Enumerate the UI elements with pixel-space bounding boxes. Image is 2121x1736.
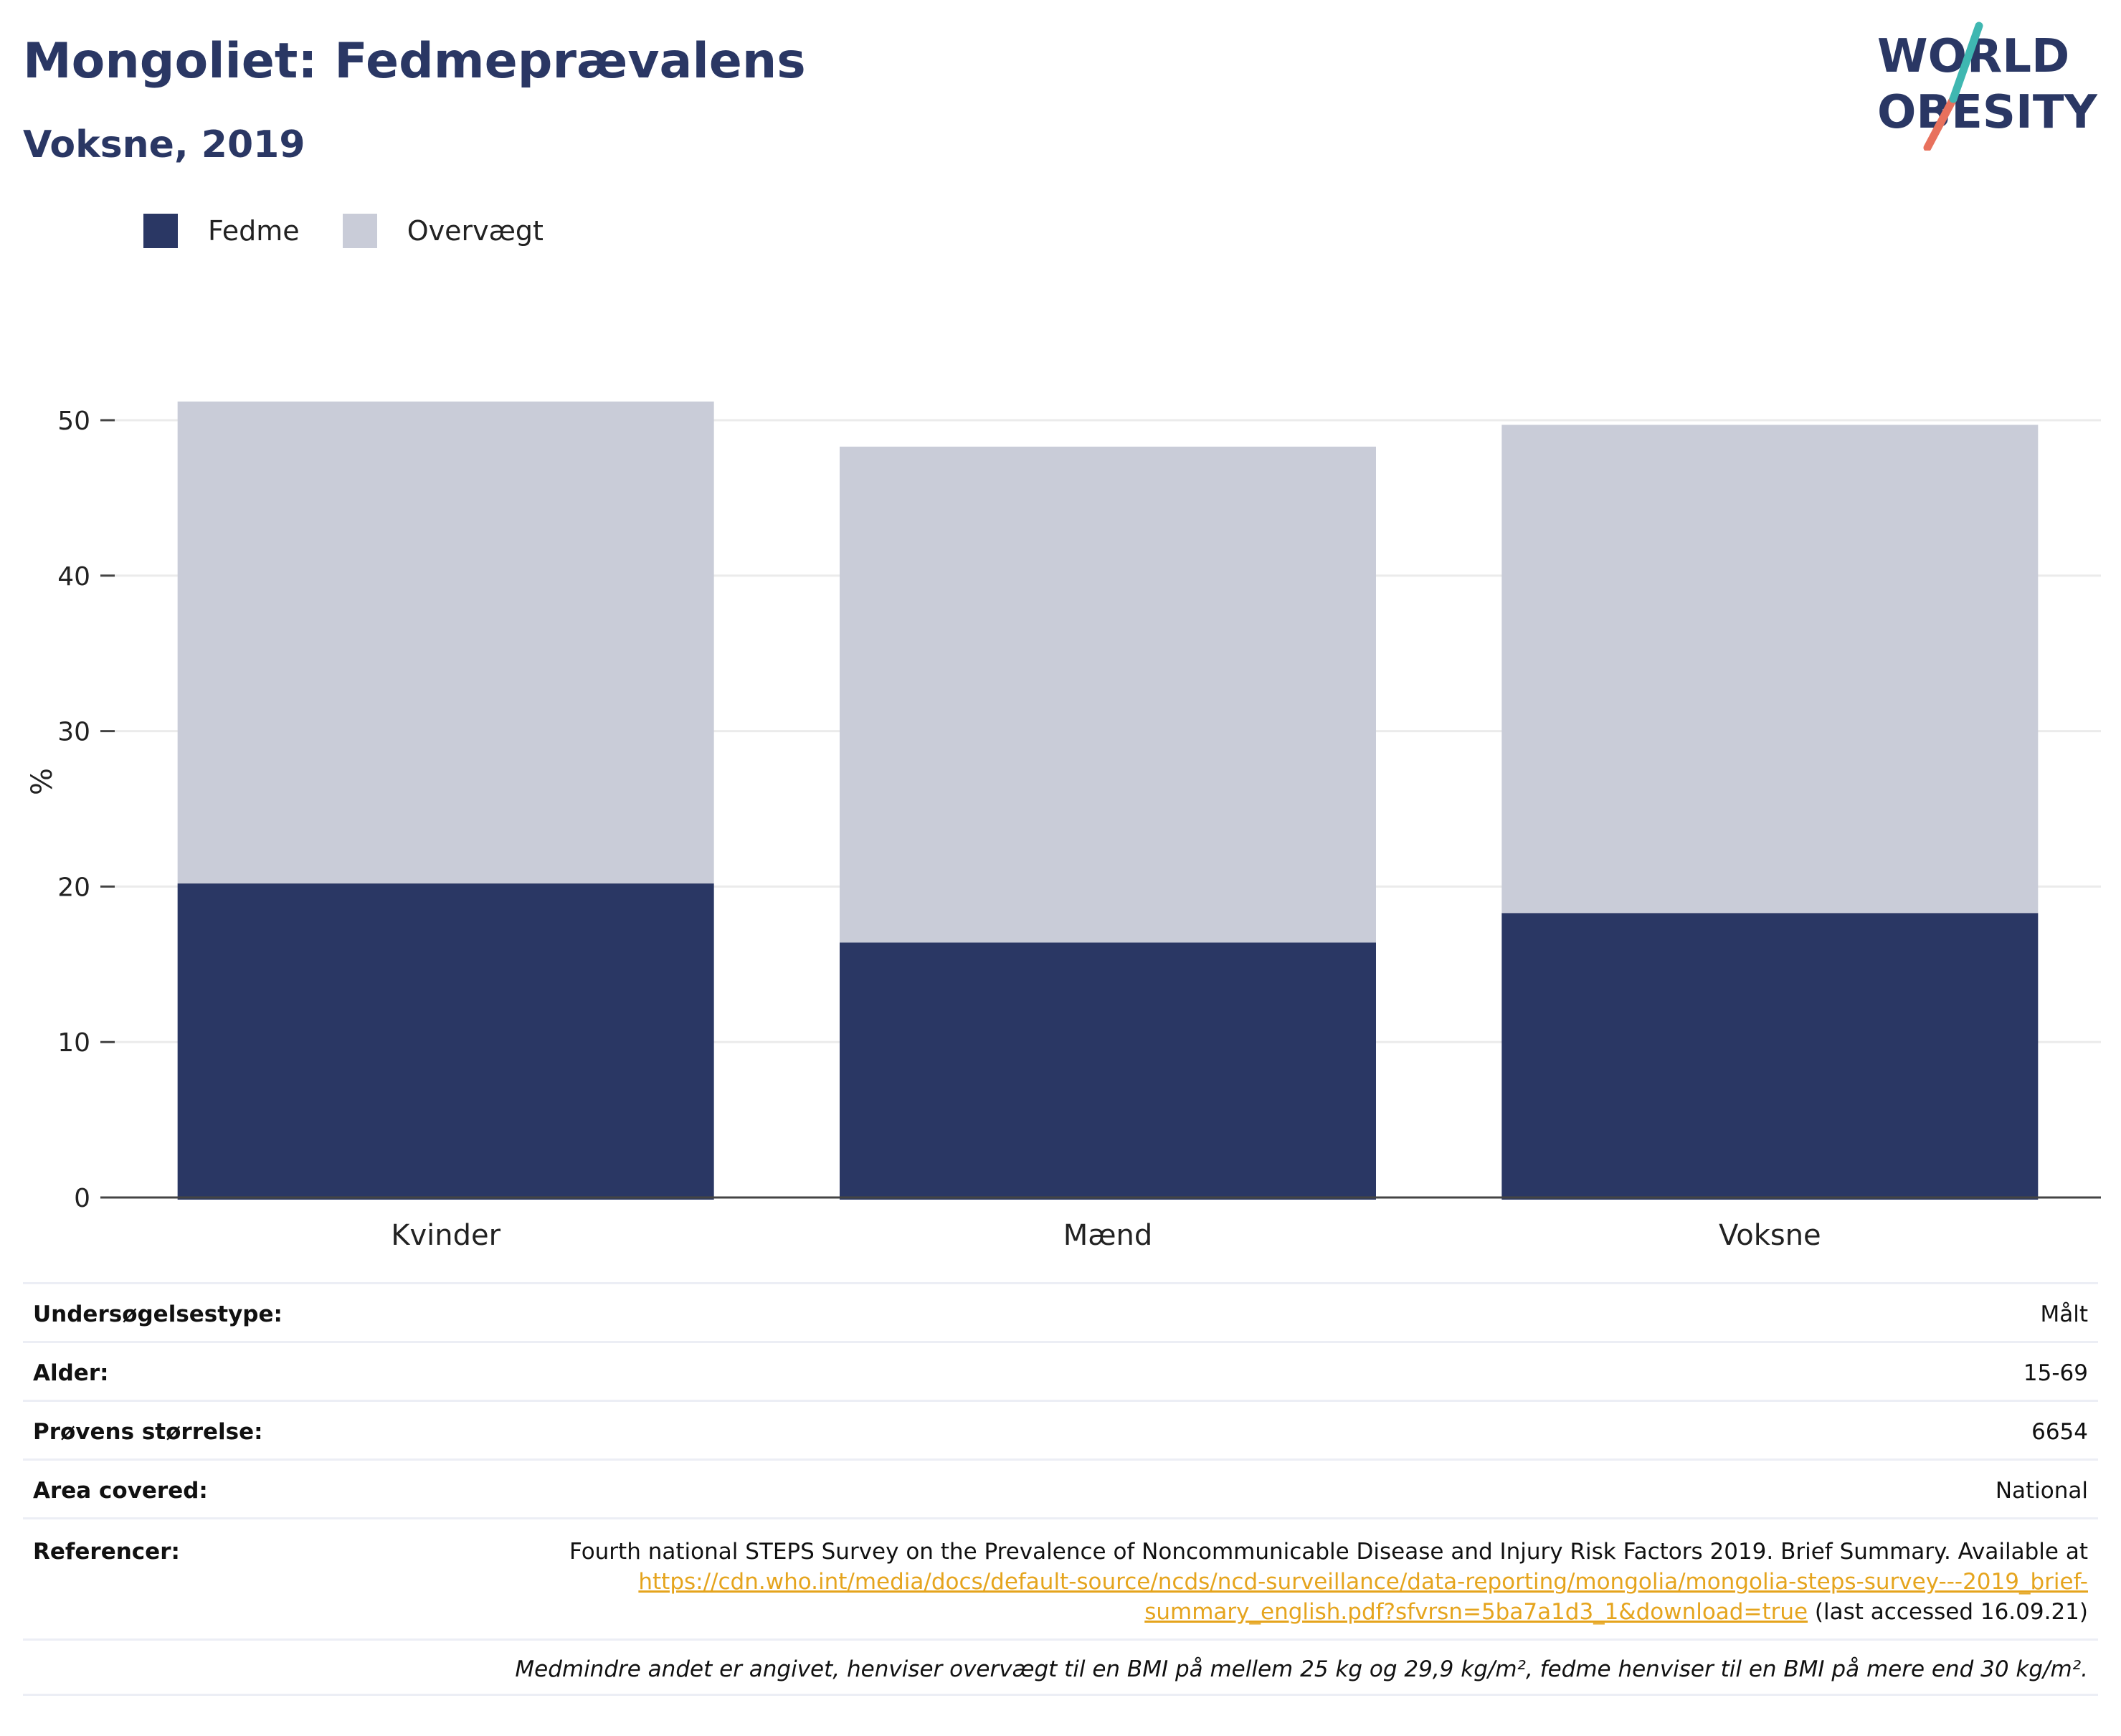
legend-label-fedme: Fedme — [208, 215, 300, 247]
bar-fedme-mænd[interactable] — [840, 942, 1376, 1200]
bar-overvaegt-kvinder[interactable] — [177, 401, 714, 884]
detail-row-sample-size: Prøvens størrelse: 6654 — [23, 1400, 2098, 1460]
y-tick-label: 0 — [74, 1184, 90, 1213]
logo-line2: OBESITY — [1877, 86, 2097, 139]
detail-row-references: Referencer: Fourth national STEPS Survey… — [23, 1517, 2098, 1640]
detail-key: Referencer: — [23, 1517, 445, 1640]
legend-item-fedme[interactable]: Fedme — [143, 214, 300, 248]
reference-text-before: Fourth national STEPS Survey on the Prev… — [569, 1539, 2088, 1565]
reference-text: Fourth national STEPS Survey on the Prev… — [445, 1517, 2098, 1640]
detail-key: Undersøgelsestype: — [23, 1282, 445, 1342]
x-category-labels: Kvinder Mænd Voksne — [391, 1219, 1821, 1252]
chart-legend: Fedme Overvægt — [143, 214, 587, 248]
logo-slash-teal — [1949, 22, 1983, 103]
legend-swatch-fedme — [143, 214, 178, 248]
detail-row-area: Area covered: National — [23, 1458, 2098, 1519]
reference-link[interactable]: https://cdn.who.int/media/docs/default-s… — [638, 1569, 2088, 1625]
legend-label-overvaegt: Overvægt — [407, 215, 544, 247]
bar-overvaegt-voksne[interactable] — [1501, 424, 2039, 914]
y-tick-label: 10 — [57, 1028, 90, 1058]
legend-swatch-overvaegt — [342, 214, 377, 248]
detail-key: Alder: — [23, 1341, 445, 1401]
footnote-row: Medmindre andet er angivet, henviser ove… — [23, 1638, 2098, 1696]
detail-value: 15-69 — [445, 1341, 2098, 1401]
detail-value: Målt — [445, 1282, 2098, 1342]
y-tick-label: 40 — [57, 562, 90, 592]
detail-key: Area covered: — [23, 1458, 445, 1519]
x-category-label: Voksne — [1719, 1219, 1821, 1252]
detail-value: National — [445, 1458, 2098, 1519]
legend-item-overvaegt[interactable]: Overvægt — [342, 214, 544, 248]
detail-key: Prøvens størrelse: — [23, 1400, 445, 1460]
y-tick-label: 50 — [57, 407, 90, 436]
bar-overvaegt-mænd[interactable] — [840, 446, 1376, 943]
bar-fedme-kvinder[interactable] — [177, 883, 714, 1200]
chart-title: Mongoliet: Fedmeprævalens — [23, 33, 806, 90]
stacked-bar-chart: 0 10 20 30 40 50 Kvinder Mænd Voksne % — [26, 401, 2101, 1252]
bar-fedme-voksne[interactable] — [1501, 913, 2039, 1200]
bars — [177, 401, 2039, 1200]
reference-text-after: (last accessed 16.09.21) — [1808, 1599, 2088, 1625]
x-category-label: Kvinder — [391, 1219, 500, 1252]
survey-details-table: Undersøgelsestype: Målt Alder: 15-69 Prø… — [23, 1282, 2098, 1696]
y-axis-label: % — [26, 768, 59, 795]
y-tick-label: 30 — [57, 718, 90, 747]
detail-row-age: Alder: 15-69 — [23, 1341, 2098, 1401]
detail-value: 6654 — [445, 1400, 2098, 1460]
y-tick-label: 20 — [57, 873, 90, 902]
world-obesity-logo: WORLD OBESITY — [1877, 22, 2097, 151]
detail-row-survey-type: Undersøgelsestype: Målt — [23, 1282, 2098, 1342]
x-category-label: Mænd — [1063, 1219, 1153, 1252]
y-tick-labels: 0 10 20 30 40 50 — [57, 407, 115, 1213]
logo-slash-coral — [1923, 95, 1958, 151]
chart-subtitle: Voksne, 2019 — [23, 123, 305, 166]
bmi-footnote: Medmindre andet er angivet, henviser ove… — [23, 1638, 2098, 1696]
